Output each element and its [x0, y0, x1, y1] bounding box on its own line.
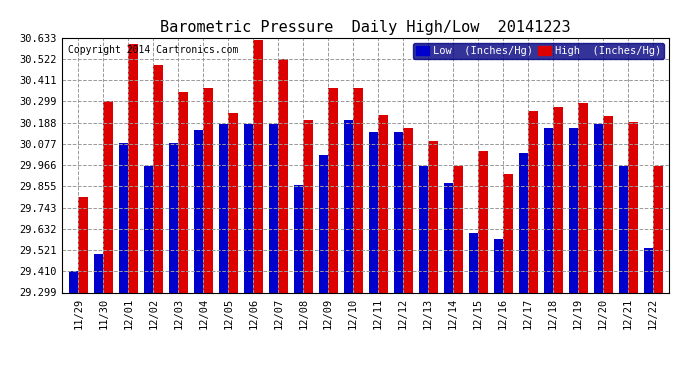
Bar: [653, 166, 662, 292]
Bar: [528, 111, 538, 292]
Bar: [204, 88, 213, 292]
Bar: [268, 124, 278, 292]
Bar: [94, 254, 104, 292]
Bar: [618, 166, 628, 292]
Bar: [353, 88, 363, 292]
Bar: [368, 132, 378, 292]
Bar: [628, 122, 638, 292]
Bar: [593, 124, 603, 292]
Bar: [378, 114, 388, 292]
Bar: [294, 185, 303, 292]
Bar: [544, 128, 553, 292]
Bar: [144, 166, 153, 292]
Bar: [178, 92, 188, 292]
Bar: [419, 166, 428, 292]
Bar: [128, 44, 138, 292]
Bar: [469, 233, 478, 292]
Bar: [253, 40, 263, 292]
Bar: [553, 107, 562, 292]
Bar: [403, 128, 413, 292]
Bar: [578, 103, 588, 292]
Bar: [119, 143, 128, 292]
Bar: [644, 248, 653, 292]
Bar: [319, 154, 328, 292]
Text: Copyright 2014 Cartronics.com: Copyright 2014 Cartronics.com: [68, 45, 239, 55]
Bar: [303, 120, 313, 292]
Bar: [153, 65, 163, 292]
Bar: [394, 132, 403, 292]
Bar: [344, 120, 353, 292]
Legend: Low  (Inches/Hg), High  (Inches/Hg): Low (Inches/Hg), High (Inches/Hg): [413, 43, 664, 59]
Bar: [194, 130, 204, 292]
Bar: [278, 59, 288, 292]
Bar: [519, 153, 528, 292]
Bar: [453, 166, 463, 292]
Bar: [603, 117, 613, 292]
Title: Barometric Pressure  Daily High/Low  20141223: Barometric Pressure Daily High/Low 20141…: [160, 20, 571, 35]
Bar: [478, 151, 488, 292]
Bar: [503, 174, 513, 292]
Bar: [169, 143, 178, 292]
Bar: [79, 197, 88, 292]
Bar: [328, 88, 337, 292]
Bar: [569, 128, 578, 292]
Bar: [228, 112, 238, 292]
Bar: [428, 141, 437, 292]
Bar: [104, 101, 113, 292]
Bar: [244, 124, 253, 292]
Bar: [493, 239, 503, 292]
Bar: [69, 271, 79, 292]
Bar: [444, 183, 453, 292]
Bar: [219, 124, 228, 292]
